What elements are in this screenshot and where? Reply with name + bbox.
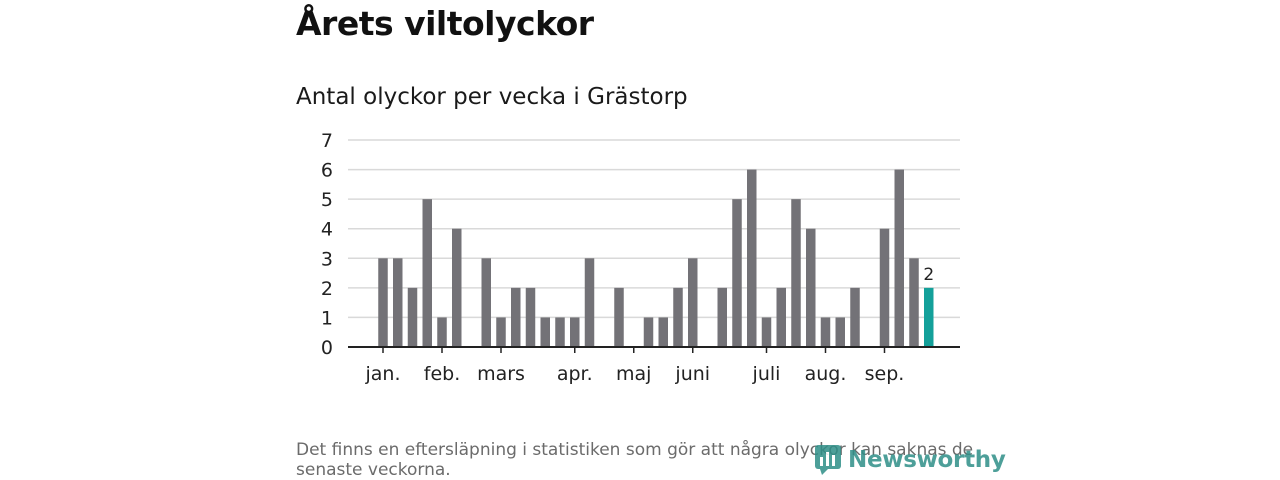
bar xyxy=(584,258,595,347)
bar xyxy=(850,287,860,347)
x-tick-label: apr. xyxy=(557,363,593,385)
bars xyxy=(378,169,934,347)
y-tick-label: 2 xyxy=(321,278,333,300)
bar xyxy=(909,258,919,347)
footnote: Det finns en eftersläpning i statistiken… xyxy=(296,440,974,480)
x-tick-label: aug. xyxy=(805,363,847,385)
bar xyxy=(422,199,432,347)
bar xyxy=(717,287,727,347)
chart-subtitle: Antal olyckor per vecka i Grästorp xyxy=(296,84,688,110)
bar xyxy=(378,258,388,347)
y-axis-ticks: 0 1 2 3 4 5 6 7 xyxy=(321,130,333,359)
bar xyxy=(791,199,801,347)
bar xyxy=(688,258,698,347)
bar xyxy=(437,317,447,347)
x-tick-label: jan. xyxy=(364,363,400,385)
x-tick-label: juni xyxy=(674,363,710,385)
bar xyxy=(555,317,565,347)
page-title: Årets viltolyckor xyxy=(296,4,594,43)
bar xyxy=(540,317,550,347)
y-tick-label: 4 xyxy=(321,219,333,241)
brand-logo: Newsworthy xyxy=(814,444,1006,476)
brand-name: Newsworthy xyxy=(848,447,1006,473)
bar-current-week xyxy=(924,287,934,347)
bar xyxy=(732,199,742,347)
bar xyxy=(525,287,536,347)
x-tick-label: maj xyxy=(616,363,651,385)
y-tick-label: 0 xyxy=(321,337,333,359)
bar xyxy=(452,228,462,347)
bar xyxy=(614,287,624,347)
y-tick-label: 6 xyxy=(321,160,333,182)
y-tick-label: 7 xyxy=(321,130,333,152)
y-tick-label: 5 xyxy=(321,189,333,211)
y-tick-label: 1 xyxy=(321,307,333,329)
x-axis-ticks: jan. feb. mars apr. maj juni juli aug. sep. xyxy=(364,347,904,385)
bar xyxy=(673,287,683,347)
bar xyxy=(643,317,654,347)
x-tick-label: juli xyxy=(752,363,781,385)
bar xyxy=(407,287,418,347)
bar xyxy=(658,317,668,347)
bar xyxy=(820,317,831,347)
bar xyxy=(570,317,580,347)
x-tick-label: sep. xyxy=(865,363,905,385)
x-tick-label: mars xyxy=(477,363,525,385)
bar xyxy=(806,228,816,347)
bar xyxy=(894,169,904,347)
bar xyxy=(776,287,786,347)
bar xyxy=(761,317,772,347)
x-tick-label: feb. xyxy=(424,363,460,385)
data-label: 2 xyxy=(923,265,934,285)
y-tick-label: 3 xyxy=(321,248,333,270)
bar xyxy=(496,317,506,347)
bar xyxy=(879,228,890,347)
gridlines xyxy=(348,139,960,319)
bar xyxy=(481,258,491,347)
bar xyxy=(747,169,757,347)
data-labels: 2 xyxy=(923,265,934,285)
bar xyxy=(393,258,403,347)
bar xyxy=(835,317,845,347)
bar xyxy=(511,287,521,347)
newsworthy-logo-icon xyxy=(815,445,841,475)
